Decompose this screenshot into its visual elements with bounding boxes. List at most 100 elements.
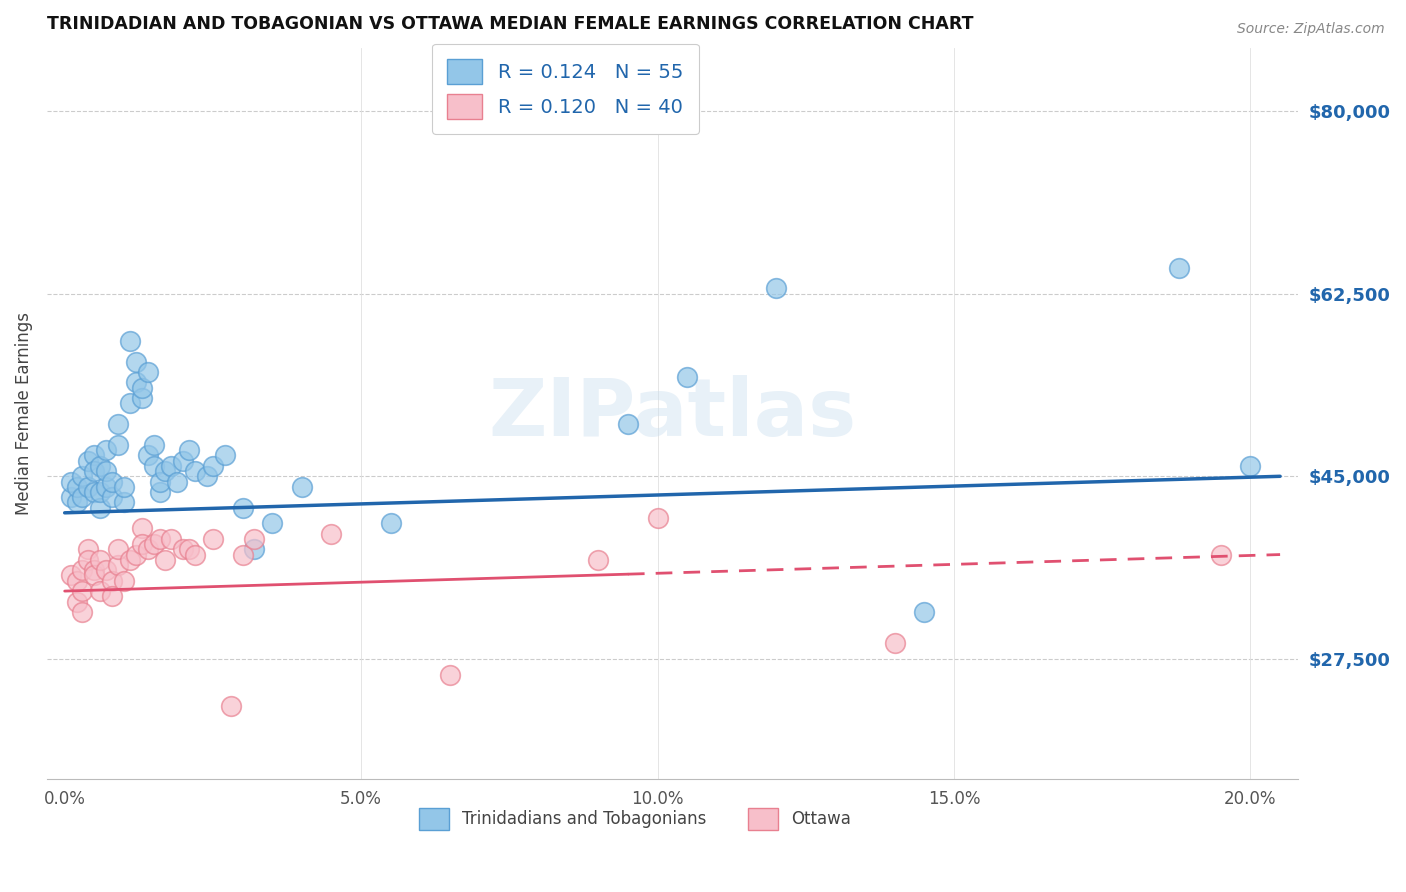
Point [72,605,94,619]
Point [136,542,159,557]
Point [243,542,266,557]
Point [59,475,82,489]
Point [112,480,135,494]
Point [107,438,129,452]
Point [1168,260,1191,275]
Point [131,521,153,535]
Point [125,354,148,368]
Point [107,542,129,557]
Point [131,381,153,395]
Point [160,532,183,546]
Point [83,563,105,577]
Point [201,458,224,473]
Legend: Trinidadians and Tobagonians, Ottawa: Trinidadians and Tobagonians, Ottawa [412,802,858,837]
Point [96,464,118,478]
Point [77,453,100,467]
Point [195,469,218,483]
Point [89,485,111,500]
Point [380,516,402,531]
Text: ZIPatlas: ZIPatlas [488,375,856,452]
Point [77,542,100,557]
Point [89,553,111,567]
Point [232,500,254,515]
Point [101,589,124,603]
Point [155,553,177,567]
Point [148,485,170,500]
Y-axis label: Median Female Earnings: Median Female Earnings [15,312,32,516]
Point [201,532,224,546]
Point [125,376,148,390]
Point [883,636,905,650]
Point [83,485,105,500]
Point [72,490,94,504]
Point [179,542,201,557]
Point [112,495,135,509]
Point [89,458,111,473]
Point [1209,548,1232,562]
Point [107,417,129,431]
Point [291,480,314,494]
Point [65,495,87,509]
Point [101,490,124,504]
Point [214,449,236,463]
Text: TRINIDADIAN AND TOBAGONIAN VS OTTAWA MEDIAN FEMALE EARNINGS CORRELATION CHART: TRINIDADIAN AND TOBAGONIAN VS OTTAWA MED… [46,15,973,33]
Point [142,438,165,452]
Point [912,605,935,619]
Point [262,516,284,531]
Point [172,453,194,467]
Point [676,370,699,384]
Point [89,584,111,599]
Point [59,568,82,582]
Point [72,584,94,599]
Point [72,563,94,577]
Point [179,443,201,458]
Point [96,480,118,494]
Point [155,464,177,478]
Point [96,563,118,577]
Point [647,511,669,525]
Point [136,365,159,379]
Point [107,558,129,572]
Point [219,698,242,713]
Point [439,667,461,681]
Text: Source: ZipAtlas.com: Source: ZipAtlas.com [1237,22,1385,37]
Point [765,281,787,295]
Point [131,537,153,551]
Point [65,574,87,588]
Point [184,548,207,562]
Point [166,475,188,489]
Point [112,574,135,588]
Point [65,594,87,608]
Point [101,475,124,489]
Point [125,548,148,562]
Point [588,553,610,567]
Point [83,568,105,582]
Point [617,417,640,431]
Point [142,537,165,551]
Point [77,553,100,567]
Point [148,532,170,546]
Point [160,458,183,473]
Point [96,443,118,458]
Point [136,449,159,463]
Point [72,469,94,483]
Point [118,334,141,348]
Point [77,480,100,494]
Point [65,480,87,494]
Point [232,548,254,562]
Point [83,464,105,478]
Point [148,475,170,489]
Point [243,532,266,546]
Point [89,500,111,515]
Point [142,458,165,473]
Point [172,542,194,557]
Point [1239,458,1261,473]
Point [131,391,153,405]
Point [59,490,82,504]
Point [83,449,105,463]
Point [118,396,141,410]
Point [184,464,207,478]
Point [118,553,141,567]
Point [321,526,343,541]
Point [101,574,124,588]
